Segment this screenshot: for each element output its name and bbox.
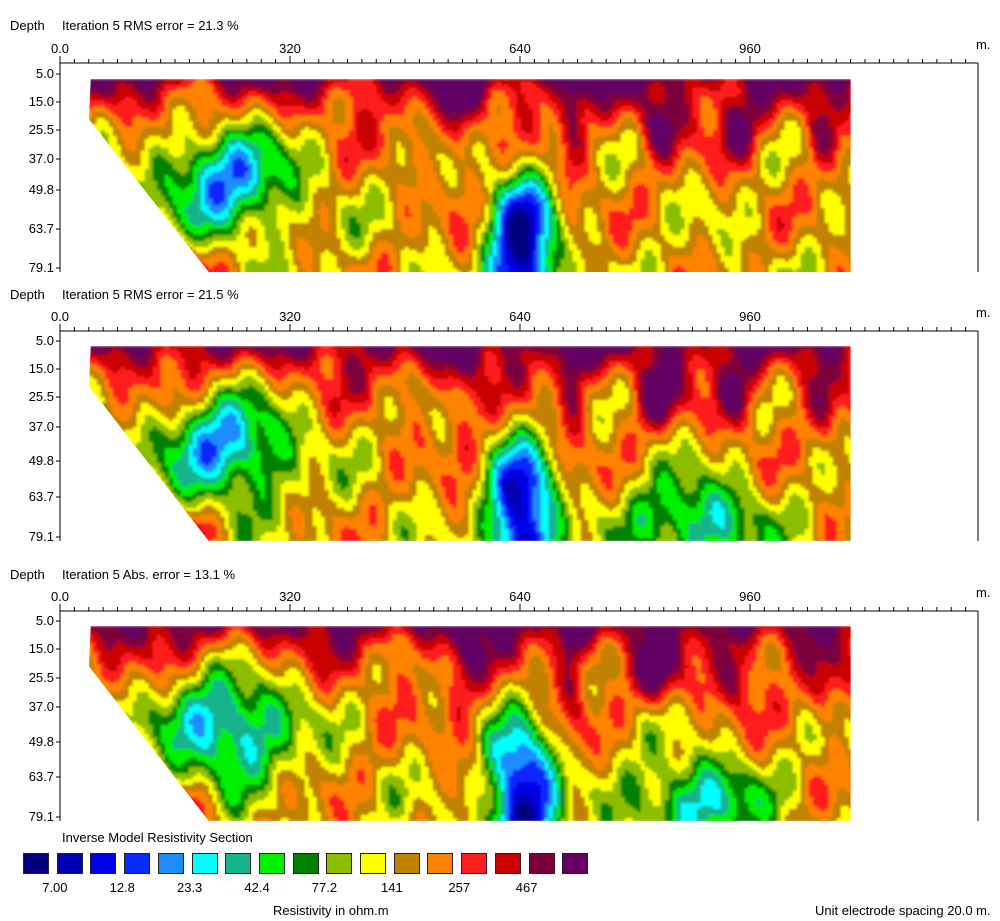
- depth-tick-label: 15.0: [29, 361, 54, 376]
- legend-swatch: [191, 853, 218, 874]
- x-tick-label: 320: [279, 309, 301, 324]
- x-tick-label: 960: [739, 41, 761, 56]
- panel-3-unit: m.: [976, 585, 990, 600]
- x-tick-label: 0.0: [51, 41, 69, 56]
- resistivity-field: [88, 626, 851, 821]
- legend-swatch: [23, 853, 49, 874]
- depth-tick-label: 25.5: [29, 122, 54, 137]
- legend-swatch: [292, 853, 319, 874]
- depth-tick-label: 79.1: [29, 260, 54, 275]
- depth-tick-label: 37.0: [29, 151, 54, 166]
- resistivity-field: [88, 79, 851, 272]
- section-panel-3: 0.0 320 640 960 5.0 15.0 25.5 37.0 49.8 63.7 79.1: [29, 589, 979, 824]
- legend-value-label: 257: [448, 880, 470, 895]
- legend-swatch: [326, 853, 353, 874]
- panel-1-title: Iteration 5 RMS error = 21.3 %: [62, 18, 239, 33]
- panel-1-unit: m.: [976, 37, 990, 52]
- depth-tick-label: 63.7: [29, 489, 54, 504]
- legend-value-label: 7.00: [42, 880, 67, 895]
- depth-tick-label: 5.0: [36, 66, 54, 81]
- legend-swatch: [494, 853, 521, 874]
- x-tick-label: 0.0: [51, 589, 69, 604]
- panel-2-unit: m.: [976, 305, 990, 320]
- legend-swatch: [427, 853, 454, 874]
- panel-3-depth-label: Depth: [10, 567, 45, 582]
- legend-value-label: 141: [381, 880, 403, 895]
- panel-1-depth-label: Depth: [10, 18, 45, 33]
- legend-value-label: 77.2: [312, 880, 337, 895]
- legend-value-label: 12.8: [110, 880, 135, 895]
- depth-tick-label: 49.8: [29, 182, 54, 197]
- legend-swatch: [225, 853, 252, 874]
- resistivity-field: [88, 346, 851, 541]
- legend-swatch: [562, 853, 589, 874]
- legend-swatch: [90, 853, 117, 874]
- depth-tick-label: 5.0: [36, 333, 54, 348]
- legend-value-label: 42.4: [244, 880, 269, 895]
- legend-swatch: [528, 853, 555, 874]
- x-tick-label: 640: [509, 309, 531, 324]
- x-tick-label: 640: [509, 41, 531, 56]
- legend-value-label: 23.3: [177, 880, 202, 895]
- depth-tick-label: 79.1: [29, 809, 54, 824]
- x-tick-label: 640: [509, 589, 531, 604]
- depth-tick-label: 37.0: [29, 419, 54, 434]
- depth-tick-label: 49.8: [29, 734, 54, 749]
- legend-swatch: [124, 853, 151, 874]
- panel-2-depth-label: Depth: [10, 287, 45, 302]
- section-panel-1: 0.0 320 640 960 5.0 15.0 25.5 37.0 49.8 63.7 79.1: [29, 41, 979, 275]
- legend-title: Inverse Model Resistivity Section: [62, 830, 253, 845]
- depth-tick-label: 49.8: [29, 453, 54, 468]
- legend-swatch: [461, 853, 488, 874]
- depth-tick-label: 15.0: [29, 94, 54, 109]
- legend-swatch: [157, 853, 184, 874]
- x-tick-label: 320: [279, 589, 301, 604]
- depth-tick-label: 25.5: [29, 670, 54, 685]
- x-tick-label: 0.0: [51, 309, 69, 324]
- panel-3-title: Iteration 5 Abs. error = 13.1 %: [62, 567, 235, 582]
- depth-tick-label: 37.0: [29, 699, 54, 714]
- electrode-spacing-note: Unit electrode spacing 20.0 m.: [815, 903, 991, 918]
- legend-unit-label: Resistivity in ohm.m: [273, 903, 389, 918]
- section-panel-2: 0.0 320 640 960 5.0 15.0 25.5 37.0 49.8 63.7 79.1: [29, 309, 979, 544]
- depth-tick-label: 5.0: [36, 613, 54, 628]
- x-tick-label: 960: [739, 309, 761, 324]
- legend-swatch: [360, 853, 386, 874]
- legend-swatch: [56, 853, 83, 874]
- x-tick-label: 960: [739, 589, 761, 604]
- depth-tick-label: 79.1: [29, 529, 54, 544]
- depth-tick-label: 63.7: [29, 769, 54, 784]
- legend-swatch: [393, 853, 420, 874]
- depth-tick-label: 25.5: [29, 389, 54, 404]
- x-tick-label: 320: [279, 41, 301, 56]
- depth-tick-label: 63.7: [29, 221, 54, 236]
- legend-value-label: 467: [516, 880, 538, 895]
- panel-2-title: Iteration 5 RMS error = 21.5 %: [62, 287, 239, 302]
- depth-tick-label: 15.0: [29, 641, 54, 656]
- legend-swatch: [258, 853, 285, 874]
